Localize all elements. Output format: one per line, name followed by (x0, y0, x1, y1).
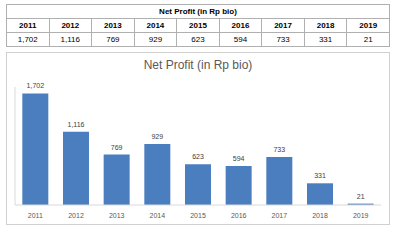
html-text:1,702: 1,702 (17, 35, 38, 44)
html-text:594: 594 (233, 35, 248, 44)
html-text:769: 769 (106, 35, 120, 44)
svg-text:1,116: 1,116 (67, 121, 84, 128)
html-text:2015: 2015 (189, 21, 207, 30)
svg-text:2019: 2019 (353, 212, 369, 219)
svg-text:2013: 2013 (109, 212, 125, 219)
svg-text:2017: 2017 (272, 212, 288, 219)
svg-text:2015: 2015 (190, 212, 206, 219)
html-text:2012: 2012 (61, 21, 80, 30)
html-text:21: 21 (363, 35, 373, 44)
html-text:2019: 2019 (359, 21, 378, 30)
html-text:Net Profit (in Rp bio): Net Profit (in Rp bio) (143, 58, 253, 72)
html-text:623: 623 (191, 35, 205, 44)
svg-text:2012: 2012 (68, 212, 84, 219)
svg-text:331: 331 (314, 172, 326, 179)
html-text:2018: 2018 (316, 21, 335, 30)
html-text:2017: 2017 (274, 21, 292, 30)
svg-text:929: 929 (151, 133, 163, 140)
svg-text:769: 769 (111, 144, 123, 151)
svg-text:623: 623 (192, 153, 204, 160)
svg-text:2016: 2016 (231, 212, 247, 219)
html-text:2016: 2016 (231, 21, 250, 30)
html-text:733: 733 (276, 35, 290, 44)
svg-text:21: 21 (357, 193, 365, 200)
html-text:1,116: 1,116 (60, 35, 80, 44)
html-text:2013: 2013 (104, 21, 122, 30)
svg-text:594: 594 (233, 155, 245, 162)
html-text:2011: 2011 (19, 21, 37, 30)
svg-text:2018: 2018 (312, 212, 328, 219)
html-text:2014: 2014 (146, 21, 165, 30)
svg-text:1,702: 1,702 (27, 82, 45, 89)
html-text:Net Profit (in Rp bio): Net Profit (in Rp bio) (159, 7, 237, 16)
html-text:929: 929 (148, 35, 163, 44)
html-text:331: 331 (318, 35, 333, 44)
svg-text:2014: 2014 (150, 212, 166, 219)
svg-text:2011: 2011 (28, 212, 43, 219)
svg-text:733: 733 (273, 146, 285, 153)
